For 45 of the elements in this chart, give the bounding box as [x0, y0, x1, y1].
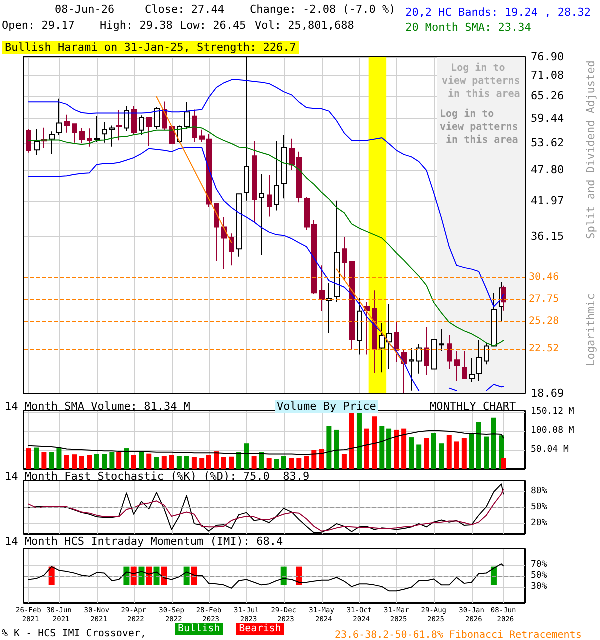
ref-line-label: 30.46: [529, 272, 560, 283]
annotation: Log in to view patterns in this area: [442, 62, 520, 100]
chart-title: 14 Month SMA Volume: 81.34 M: [5, 400, 191, 413]
text: Close: 27.44: [145, 3, 225, 16]
y-tick-label: 20%: [531, 518, 548, 528]
y-tick-label: 80%: [531, 486, 548, 497]
text: High: 29.38: [100, 19, 173, 32]
y-tick-label: 47.80: [531, 164, 564, 177]
y-tick-label: 76.90: [531, 50, 564, 64]
text: 08-Jun-26: [55, 3, 115, 16]
text: Change: -2.08 (-7.0 %): [250, 3, 396, 16]
y-tick-label: 41.97: [531, 194, 564, 208]
y-tick-label: 59.44: [531, 112, 564, 125]
y-tick-label: 18.69: [531, 387, 564, 400]
chart-title: Bullish Harami on 31-Jan-25, Strength: 226.7: [5, 41, 296, 54]
y-tick-label: 100.08 M: [531, 426, 575, 436]
ref-line-label: 22.52: [529, 344, 560, 355]
chart-title: 14 Month HCS Intraday Momentum (IMI): 68.4: [5, 535, 284, 548]
annotation: Volume By Price: [277, 400, 376, 413]
text: 23.6-38.2-50-61.8% Fibonacci Retracements: [335, 630, 582, 640]
text: 20 Month SMA: 23.34: [406, 21, 532, 34]
chart-title: 14 Month Fast Stochastic (%K) (%D): 75.0 83.9: [5, 470, 310, 483]
text: 20,2 HC Bands: 19.24 , 28.32: [406, 6, 592, 19]
text: Low: 26.45: [180, 19, 246, 32]
y-axis-title: Split and Dividend Adjusted: [584, 60, 598, 240]
text: Bearish: [239, 624, 282, 634]
y-tick-label: 50%: [531, 502, 548, 512]
y-tick-label: 50%: [531, 571, 548, 581]
band-label: Log in to view patterns in this area: [440, 108, 518, 146]
y-tick-label: 50.04 M: [531, 445, 570, 456]
text: Bullish: [178, 624, 220, 634]
y-tick-label: 65.26: [531, 90, 564, 103]
y-tick-label: 36.15: [531, 230, 564, 244]
text: Vol: 25,801,688: [255, 19, 354, 32]
ref-line-label: 25.28: [529, 316, 560, 328]
annotation: MONTHLY CHART: [430, 400, 516, 413]
ref-line-label: 27.75: [529, 294, 560, 305]
text: Logarithmic: [584, 294, 598, 366]
y-tick-label: 150.12 M: [531, 407, 575, 418]
y-tick-label: 53.62: [531, 136, 564, 150]
y-tick-label: 70%: [531, 560, 548, 570]
legend-title: % K - HCS IMI Crossover,: [2, 628, 146, 640]
y-tick-label: 71.08: [531, 69, 564, 82]
text: Open: 29.17: [2, 19, 75, 32]
y-tick-label: 30%: [531, 582, 548, 592]
